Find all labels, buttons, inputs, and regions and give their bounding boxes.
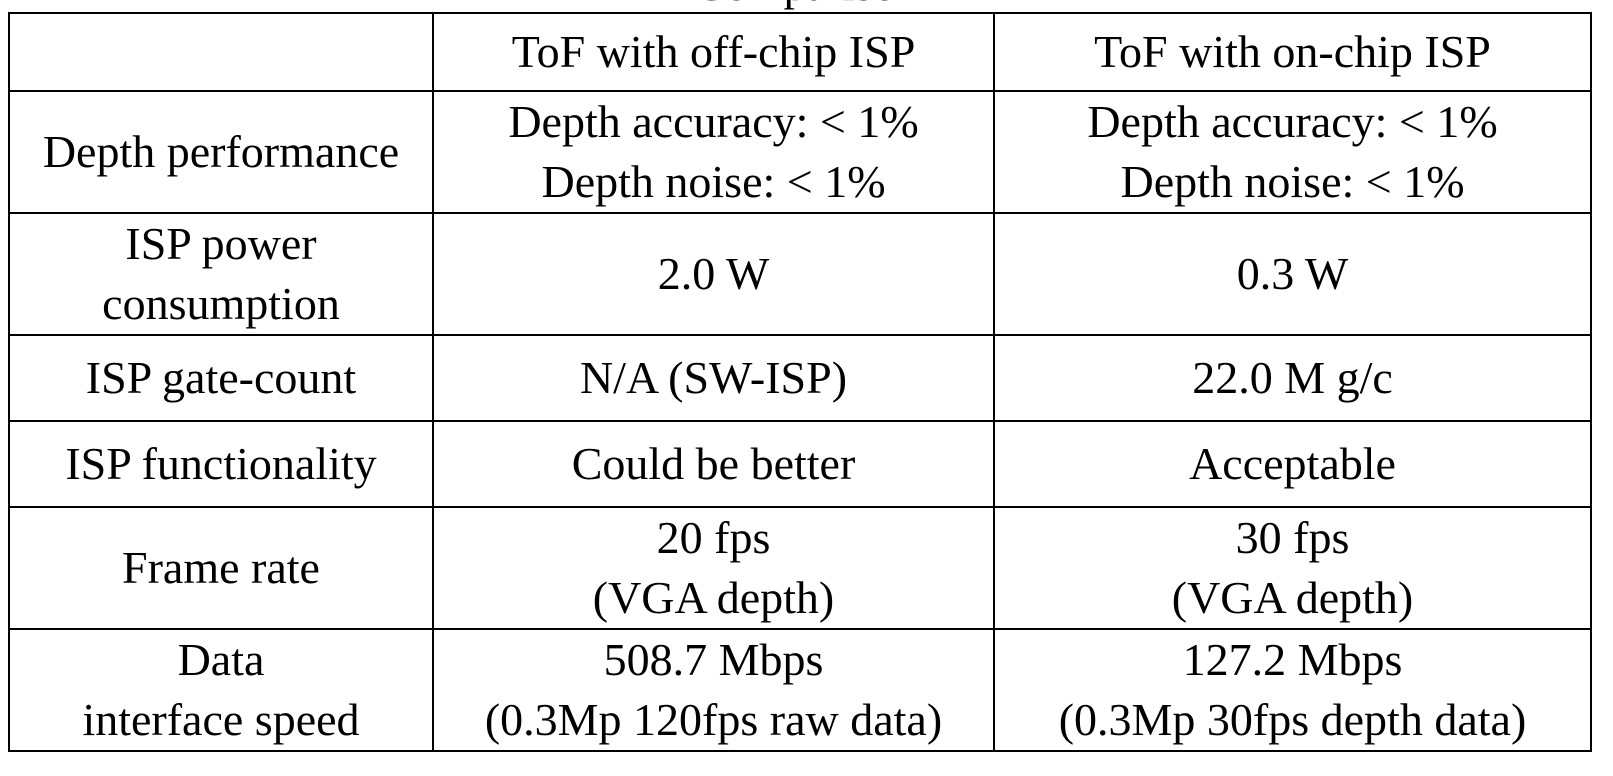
cell-line: 2.0 W [657, 248, 770, 299]
table-title: Comparison [0, 0, 1613, 12]
cell-line: 508.7 Mbps [603, 634, 824, 685]
on-chip-cell: Depth accuracy: < 1% Depth noise: < 1% [993, 90, 1592, 214]
comparison-table: ToF with off-chip ISP ToF with on-chip I… [8, 12, 1592, 752]
header-cell-empty [8, 12, 434, 92]
cell-line: Depth noise: < 1% [1120, 156, 1465, 207]
cell-line: (0.3Mp 30fps depth data) [1058, 694, 1527, 745]
cell-line: (VGA depth) [1171, 572, 1414, 623]
cell-line: 30 fps [1235, 512, 1350, 563]
cell-line: 22.0 M g/c [1192, 352, 1393, 403]
cell-line: Depth noise: < 1% [541, 156, 886, 207]
table-row-depth-performance: Depth performance Depth accuracy: < 1% D… [8, 90, 1592, 214]
off-chip-cell: 508.7 Mbps (0.3Mp 120fps raw data) [432, 628, 995, 752]
cell-line: N/A (SW-ISP) [579, 352, 848, 403]
row-label-cell: Depth performance [8, 90, 434, 214]
on-chip-cell: 22.0 M g/c [993, 334, 1592, 422]
row-label: Frame rate [122, 542, 320, 593]
cell-line: Acceptable [1189, 438, 1396, 489]
on-chip-cell: 30 fps (VGA depth) [993, 506, 1592, 630]
row-label: Data [177, 634, 265, 685]
row-label: consumption [102, 278, 340, 329]
row-label-cell: Data interface speed [8, 628, 434, 752]
off-chip-cell: 2.0 W [432, 212, 995, 336]
header-cell-off-chip: ToF with off-chip ISP [432, 12, 995, 92]
header-cell-on-chip: ToF with on-chip ISP [993, 12, 1592, 92]
table-row-isp-power: ISP power consumption 2.0 W 0.3 W [8, 212, 1592, 336]
on-chip-cell: 0.3 W [993, 212, 1592, 336]
cell-line: (VGA depth) [592, 572, 835, 623]
row-label-cell: ISP gate-count [8, 334, 434, 422]
off-chip-cell: Depth accuracy: < 1% Depth noise: < 1% [432, 90, 995, 214]
row-label-cell: ISP functionality [8, 420, 434, 508]
row-label-cell: Frame rate [8, 506, 434, 630]
table-row-isp-gate-count: ISP gate-count N/A (SW-ISP) 22.0 M g/c [8, 334, 1592, 422]
table-row-isp-functionality: ISP functionality Could be better Accept… [8, 420, 1592, 508]
cell-line: 127.2 Mbps [1182, 634, 1403, 685]
cell-line: Depth accuracy: < 1% [1087, 96, 1498, 147]
row-label: ISP power [125, 218, 317, 269]
row-label: interface speed [82, 694, 360, 745]
off-chip-cell: N/A (SW-ISP) [432, 334, 995, 422]
cell-line: (0.3Mp 120fps raw data) [484, 694, 943, 745]
off-chip-cell: Could be better [432, 420, 995, 508]
row-label: ISP functionality [65, 438, 377, 489]
row-label: Depth performance [42, 126, 400, 177]
cell-line: 0.3 W [1236, 248, 1349, 299]
row-label-cell: ISP power consumption [8, 212, 434, 336]
cell-line: Could be better [571, 438, 856, 489]
row-label: ISP gate-count [85, 352, 357, 403]
table-row-frame-rate: Frame rate 20 fps (VGA depth) 30 fps (VG… [8, 506, 1592, 630]
header-row: ToF with off-chip ISP ToF with on-chip I… [8, 12, 1592, 92]
off-chip-cell: 20 fps (VGA depth) [432, 506, 995, 630]
on-chip-cell: Acceptable [993, 420, 1592, 508]
table-row-data-interface-speed: Data interface speed 508.7 Mbps (0.3Mp 1… [8, 628, 1592, 752]
on-chip-cell: 127.2 Mbps (0.3Mp 30fps depth data) [993, 628, 1592, 752]
cell-line: Depth accuracy: < 1% [508, 96, 919, 147]
cell-line: 20 fps [656, 512, 771, 563]
